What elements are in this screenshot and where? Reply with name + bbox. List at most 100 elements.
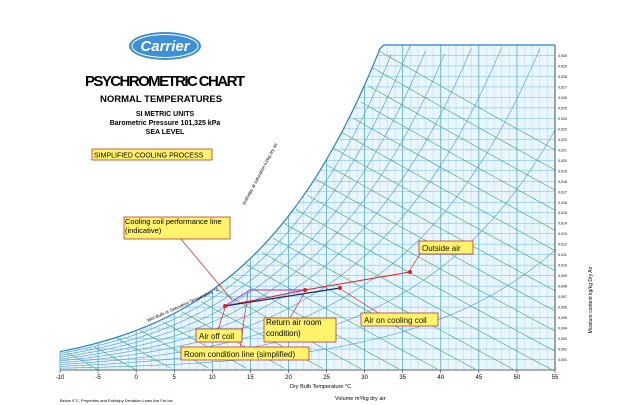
room-line-label: Room condition line (simplified) (184, 350, 295, 359)
annotation: Cooling coil performance line (indicativ… (125, 217, 222, 235)
enthalpy-line (372, 67, 556, 171)
x-tick-label: 0 (134, 375, 138, 381)
moisture-tick-label: 0,024 (558, 117, 567, 121)
process-label: SIMPLIFIED COOLING PROCESS (94, 153, 204, 160)
rh-curve (59, 48, 472, 362)
moisture-tick-label: 0,006 (558, 306, 567, 310)
logo-oval (129, 32, 201, 60)
x-tick-label: 5 (173, 375, 177, 381)
enthalpy-line (353, 117, 556, 231)
point (338, 286, 342, 290)
room-line (224, 289, 305, 307)
footnote: Below 0°C, Properties and Enthalpy Devia… (60, 398, 174, 403)
enthalpy-label: Enthalpy at saturation kJ/kg dry air (241, 142, 278, 206)
moisture-tick-label: 0,014 (558, 222, 567, 226)
x-tick-label: 15 (247, 375, 254, 381)
title: PSYCHROMETRIC CHART (85, 73, 245, 90)
enthalpy-line (326, 164, 556, 292)
moisture-tick-label: 0,017 (558, 190, 567, 194)
enthalpy-line (67, 352, 99, 371)
moisture-tick-label: 0,003 (558, 337, 567, 341)
subtitle: NORMAL TEMPERATURES (100, 94, 222, 105)
logo-ring (131, 34, 199, 58)
moisture-tick-label: 0,010 (558, 264, 567, 268)
enthalpy-line (295, 209, 556, 352)
enthalpy-line (368, 85, 556, 191)
enthalpy-line (334, 148, 556, 271)
annotation-box (263, 317, 337, 343)
x-tick-label: 55 (552, 375, 559, 381)
x-tick-label: 50 (514, 375, 521, 381)
x-axis-label: Dry Bulb Temperature °C (290, 384, 351, 390)
process-lines (179, 237, 421, 349)
process-box (91, 148, 213, 161)
x-tick-label: -10 (56, 375, 65, 381)
enthalpy-line (284, 223, 552, 370)
air-off-coil-label: Air off coil (199, 332, 234, 341)
rh-curve (59, 50, 426, 358)
coil-line (224, 287, 341, 307)
outside-air-label: Outside air (422, 244, 461, 253)
annotation-box (360, 312, 439, 327)
moisture-tick-label: 0,021 (558, 148, 567, 152)
enthalpy-line (246, 264, 438, 370)
leader (179, 237, 233, 301)
moisture-tick-label: 0,007 (558, 295, 567, 299)
x-tick-label: 20 (285, 375, 292, 381)
moisture-label: Moisture content kg/kg Dry Air (588, 266, 594, 333)
moisture-tick-label: 0,016 (558, 201, 567, 205)
level: SEA LEVEL (146, 129, 185, 136)
point (303, 288, 307, 292)
moisture-tick-label: 0,001 (558, 358, 567, 362)
annotation-box (123, 216, 231, 240)
moisture-tick-label: 0,018 (558, 180, 567, 184)
point (223, 304, 227, 308)
units: SI METRIC UNITS (136, 111, 195, 118)
moisture-tick-label: 0,023 (558, 127, 567, 131)
moisture-tick-label: 0,019 (558, 169, 567, 173)
moisture-tick-label: 0,013 (558, 232, 567, 236)
rh-curve (59, 46, 502, 363)
enthalpy-line (379, 51, 556, 151)
x-tick-label: 30 (361, 375, 368, 381)
moisture-tick-label: 0,005 (558, 316, 567, 320)
x-tick-label: 45 (476, 375, 483, 381)
leader (341, 289, 381, 315)
enthalpy-line (273, 237, 514, 370)
point (408, 270, 412, 274)
x-tick-label: 40 (437, 375, 444, 381)
leader (217, 307, 226, 331)
grid (59, 44, 556, 371)
moisture-tick-label: 0,026 (558, 96, 567, 100)
leader (289, 291, 306, 319)
moisture-tick-label: 0,002 (558, 348, 567, 352)
annotation-box (418, 240, 474, 255)
rh-curve (59, 54, 392, 354)
moisture-tick-label: 0,022 (558, 138, 567, 142)
pressure: Barometric Pressure 101,325 kPa (110, 120, 221, 127)
air-on-coil-label: Air on cooling coil (364, 316, 427, 325)
moisture-tick-label: 0,029 (558, 64, 567, 68)
annotation-box (180, 346, 310, 361)
x-tick-label: 35 (399, 375, 406, 381)
x-tick-label: -5 (95, 375, 101, 381)
logo: Carrier (140, 38, 190, 55)
rh-curve (59, 44, 411, 356)
leader (409, 253, 421, 271)
x-tick-label: 25 (323, 375, 330, 381)
moisture-tick-label: 0,025 (558, 106, 567, 110)
moisture-tick-label: 0,015 (558, 211, 567, 215)
coil-line-label: Cooling coil performance line (indicativ… (125, 217, 222, 235)
moisture-tick-label: 0,027 (558, 85, 567, 89)
moisture-tick-label: 0,028 (558, 75, 567, 79)
return-air-label: Return air room condition) (266, 318, 322, 338)
moisture-tick-label: 0,012 (558, 243, 567, 247)
moisture-tick-label: 0,030 (558, 54, 567, 58)
moisture-tick-label: 0,008 (558, 285, 567, 289)
moisture-tick-label: 0,020 (558, 159, 567, 163)
moisture-tick-label: 0,011 (558, 253, 567, 257)
annotation-box (195, 328, 243, 343)
annotation: Return air room condition) (266, 318, 322, 338)
enthalpy-line (341, 132, 556, 251)
